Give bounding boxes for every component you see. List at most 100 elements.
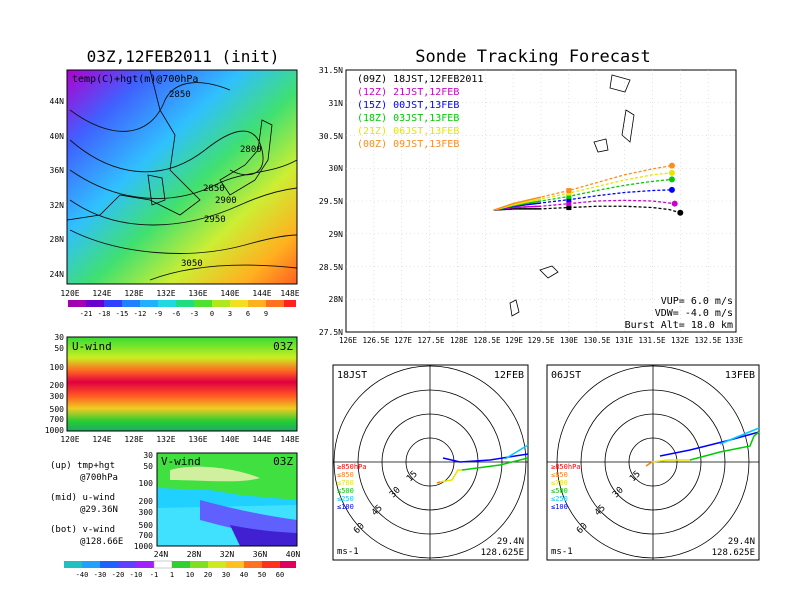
colorbar-label: 20	[204, 571, 212, 579]
y-tick: 29.5N	[319, 197, 343, 206]
colorbar-label: 10	[186, 571, 194, 579]
lon-tick: 136E	[188, 289, 207, 298]
v-wind-field	[200, 500, 297, 540]
colorbar-label: 30	[222, 571, 230, 579]
pressure-legend-entry: ≤700	[551, 479, 568, 487]
contour-label: 2850	[203, 184, 225, 194]
x-tick: 130.5E	[583, 336, 611, 345]
polar-panel-right: 15 30 45 60 06JST 13FEB ms-1 29.4N 128.6…	[546, 364, 760, 561]
track-plot: (09Z) 18JST,12FEB2011 (12Z) 21JST,12FEB …	[345, 69, 737, 333]
colorbar-label: 9	[264, 310, 268, 318]
x-tick: 132.5E	[694, 336, 722, 345]
burst-marker	[566, 193, 572, 199]
vup-text: VUP= 6.0 m/s	[661, 296, 733, 307]
contour-label: 3050	[181, 259, 203, 269]
lat-tick: 28N	[187, 550, 202, 559]
v-wind-panel: V-wind 03Z	[156, 452, 298, 547]
legend-entry: (00Z) 09JST,13FEB	[357, 139, 459, 150]
pressure-tick: 200	[50, 381, 65, 390]
u-wind-frame	[66, 336, 298, 432]
x-tick: 130E	[560, 336, 579, 345]
height-contour	[149, 264, 298, 281]
legend-entry: (21Z) 06JST,13FEB	[357, 126, 459, 137]
polar-ring	[405, 437, 455, 487]
burst-marker	[566, 190, 572, 196]
polar-frame	[332, 364, 529, 561]
x-tick: 129.5E	[527, 336, 555, 345]
temp-colorbar-labels: -21 -18 -15 -12 -9 -6 -3 0 3 6 9	[80, 310, 268, 318]
pressure-tick: 700	[50, 415, 65, 424]
legend-entry: (12Z) 21JST,12FEB	[357, 87, 459, 98]
pressure-tick: 300	[139, 508, 154, 517]
lon-tick: 120E	[60, 289, 79, 298]
u-pressure-ticks: 30 50 100 200 300 500 700 1000	[45, 333, 64, 435]
pressure-tick: 100	[139, 479, 154, 488]
y-tick: 27.5N	[319, 328, 343, 337]
pressure-legend-entry: ≤250	[551, 495, 568, 503]
coastline-asia	[66, 69, 201, 221]
lat-tick: 32N	[220, 550, 235, 559]
polar-ring	[628, 437, 678, 487]
height-contour	[69, 159, 298, 199]
track-legend: (09Z) 18JST,12FEB2011 (12Z) 21JST,12FEB …	[357, 74, 483, 150]
wind-hodograph	[645, 461, 653, 467]
map-frame	[66, 69, 298, 285]
track-line-ascent	[493, 196, 542, 211]
lon-tick: 124E	[92, 435, 111, 444]
polar-lat: 29.4N	[497, 537, 524, 547]
polar-unit: ms-1	[337, 547, 359, 557]
y-tick: 28.5N	[319, 263, 343, 272]
lon-tick: 120E	[60, 435, 79, 444]
pressure-legend-entry: ≤850	[551, 471, 568, 479]
polar-time: 18JST	[337, 370, 367, 381]
island-outline	[609, 74, 631, 93]
u-wind-label: U-wind	[72, 340, 112, 353]
island-outline	[593, 138, 609, 153]
wind-hodograph	[436, 481, 441, 484]
temp-colorbar	[68, 300, 296, 307]
colorbar-label: 3	[228, 310, 232, 318]
polar-ring	[604, 413, 702, 511]
y-tick: 31N	[329, 99, 344, 108]
landing-point	[677, 209, 684, 216]
wind-hodograph	[659, 431, 760, 457]
x-tick: 128.5E	[473, 336, 501, 345]
colorbar-label: -40	[76, 571, 89, 579]
legend-entry: (18Z) 03JST,13FEB	[357, 113, 459, 124]
wind-colorbar-labels: -40 -30 -20 -10 -1 1 10 20 30 40 50 60	[76, 571, 285, 579]
pressure-legend-entry: ≤850	[337, 471, 354, 479]
pressure-tick: 500	[50, 405, 65, 414]
x-tick: 133E	[725, 336, 744, 345]
contour-label: 2900	[215, 196, 237, 206]
colorbar-label: 6	[246, 310, 250, 318]
wind-hodograph	[504, 444, 529, 460]
temp-field	[67, 70, 297, 284]
wind-hodograph	[461, 457, 529, 471]
pressure-legend-entry: ≤500	[337, 487, 354, 495]
colorbar-label: -3	[190, 310, 198, 318]
x-tick: 128E	[450, 336, 469, 345]
lat-tick: 44N	[50, 97, 65, 106]
colorbar-label: -18	[98, 310, 111, 318]
colorbar-label: -20	[112, 571, 125, 579]
height-contour	[69, 187, 298, 226]
note-up: (up) tmp+hgt	[50, 461, 115, 471]
burst-marker	[566, 188, 572, 194]
right-title: Sonde Tracking Forecast	[415, 47, 650, 67]
landing-point	[668, 169, 675, 176]
pressure-tick: 200	[139, 497, 154, 506]
note-bot: (bot) v-wind	[50, 525, 115, 535]
track-x-ticks: 126E 126.5E 127E 127.5E 128E 128.5E 129E…	[339, 336, 744, 345]
pressure-legend: ≥850hPa ≤850 ≤700 ≤500 ≤250 ≤100	[337, 463, 367, 511]
coastline-korea	[147, 174, 166, 206]
island-outline	[539, 265, 559, 279]
height-contour	[69, 130, 264, 176]
landing-point	[668, 162, 675, 169]
v-wind-label: V-wind	[161, 455, 201, 468]
landing-point	[668, 186, 675, 193]
note-mid: (mid) u-wind	[50, 493, 115, 503]
u-wind-time: 03Z	[273, 340, 293, 353]
pressure-tick: 30	[54, 333, 64, 342]
lon-tick: 148E	[280, 289, 299, 298]
